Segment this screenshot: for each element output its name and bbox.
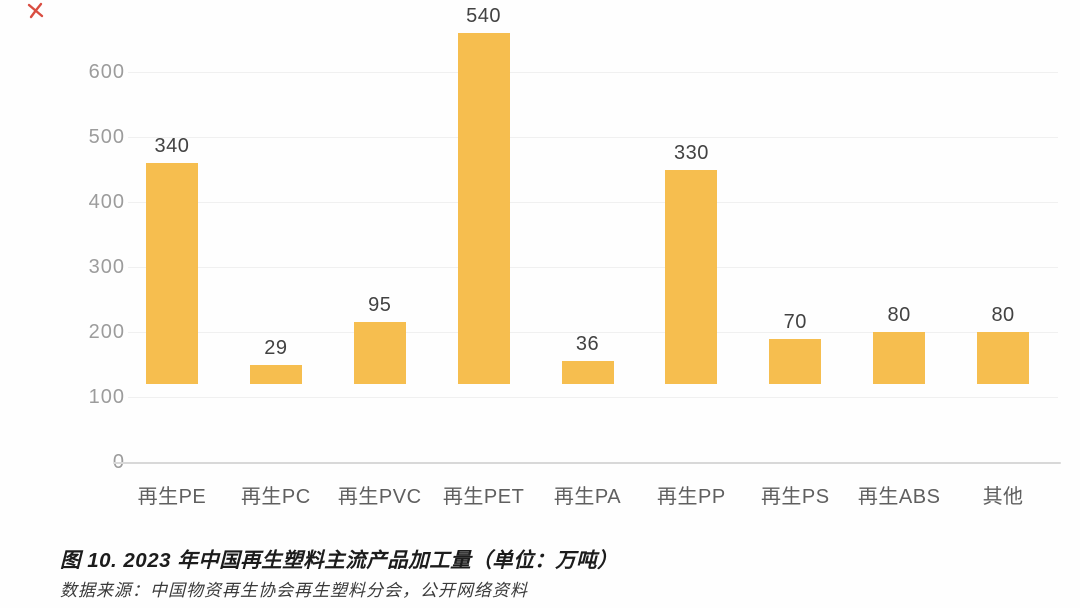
bar xyxy=(457,33,510,384)
bar xyxy=(873,332,926,384)
category-label: 再生PET xyxy=(442,486,525,508)
category-labels-row: 再生PE 再生PC 再生PVC 再生PET 再生PA 再生PP 再生PS 再生ABS 其他 xyxy=(120,480,1055,509)
bar-column: 29 xyxy=(224,337,328,384)
bar-column: 80 xyxy=(847,304,951,384)
gridline xyxy=(128,72,1058,73)
bar-column: 70 xyxy=(743,310,847,384)
bar-value-label: 29 xyxy=(264,337,288,360)
category-label: 再生PVC xyxy=(337,486,422,508)
category-label: 再生PA xyxy=(553,486,622,508)
bar xyxy=(561,360,614,384)
bar xyxy=(353,322,406,384)
y-axis-tick-label: 100 xyxy=(88,386,125,408)
x-axis-line xyxy=(113,462,1061,464)
bar-value-label: 80 xyxy=(991,304,1015,326)
category-label: 再生PC xyxy=(240,486,311,508)
y-axis-tick-label: 0 xyxy=(0,451,125,473)
bar-column: 36 xyxy=(536,333,640,384)
bar xyxy=(665,169,718,384)
bar-value-label: 340 xyxy=(154,135,190,157)
category-label: 其他 xyxy=(982,486,1024,508)
red-pen-mark xyxy=(25,2,49,20)
gridline xyxy=(128,202,1058,203)
bar-column: 330 xyxy=(639,141,743,384)
bar xyxy=(977,332,1030,384)
gridline xyxy=(128,137,1058,138)
category-label: 再生PE xyxy=(137,486,207,508)
y-axis-tick-label: 500 xyxy=(88,126,125,148)
bar-column: 80 xyxy=(951,304,1055,384)
data-source-note: 数据来源：中国物资再生协会再生塑料分会，公开网络资料 xyxy=(60,581,528,600)
bar-column: 95 xyxy=(328,294,432,384)
y-axis-tick-label: 400 xyxy=(88,191,125,213)
bar-column: 340 xyxy=(120,135,224,384)
gridline xyxy=(128,267,1058,268)
y-axis-tick-label: 600 xyxy=(88,61,125,83)
bars-area: 340 29 95 540 36 330 70 80 80 xyxy=(120,0,1055,384)
y-axis-tick-label: 200 xyxy=(88,321,125,343)
red-pen-stroke xyxy=(27,2,44,19)
bar xyxy=(769,338,822,384)
bar xyxy=(249,365,302,384)
bar-chart: 0 100 200 300 400 500 600 340 29 95 540 36 330 70 80 8… xyxy=(0,0,1061,509)
y-axis-tick-label: 300 xyxy=(88,256,125,278)
bar-value-label: 540 xyxy=(466,5,502,27)
bar-value-label: 70 xyxy=(783,310,807,333)
bar-value-label: 80 xyxy=(887,304,911,326)
bar-value-label: 36 xyxy=(575,332,600,355)
category-label: 再生PS xyxy=(760,486,830,508)
bar-value-label: 330 xyxy=(673,141,709,164)
bar xyxy=(145,163,198,384)
chart-title: 图 10. 2023 年中国再生塑料主流产品加工量（单位：万吨） xyxy=(60,549,619,572)
bar-column: 540 xyxy=(432,5,536,384)
gridline xyxy=(128,397,1058,398)
category-label: 再生ABS xyxy=(857,486,941,508)
gridline xyxy=(128,332,1058,333)
category-label: 再生PP xyxy=(657,486,726,508)
bar-value-label: 95 xyxy=(368,294,392,317)
